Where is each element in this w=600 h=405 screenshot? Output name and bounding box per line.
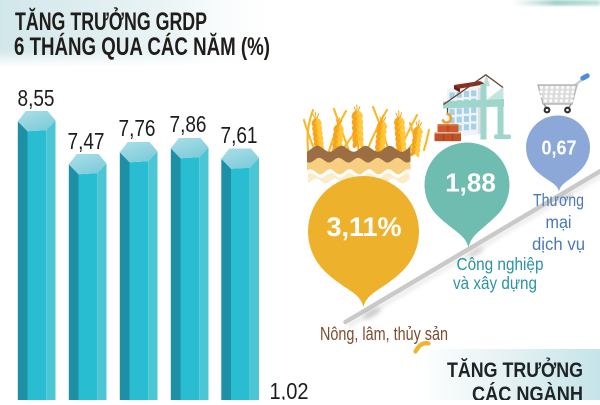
svg-text:1,88: 1,88: [445, 168, 496, 198]
svg-text:dịch vụ: dịch vụ: [532, 234, 585, 254]
svg-text:7,47: 7,47: [68, 128, 105, 154]
svg-text:TĂNG TRƯỞNG: TĂNG TRƯỞNG: [447, 358, 583, 382]
svg-text:Nông, lâm, thủy sản: Nông, lâm, thủy sản: [320, 324, 448, 344]
svg-text:Thương: Thương: [533, 190, 584, 210]
svg-text:Công nghiệp: Công nghiệp: [457, 254, 544, 274]
svg-text:7,86: 7,86: [170, 111, 207, 137]
svg-text:3,11%: 3,11%: [326, 212, 401, 242]
svg-text:8,55: 8,55: [18, 85, 55, 111]
svg-text:CÁC NGÀNH: CÁC NGÀNH: [472, 383, 583, 400]
svg-text:1,02: 1,02: [270, 378, 309, 400]
svg-text:7,76: 7,76: [119, 115, 156, 141]
svg-text:mại: mại: [546, 212, 572, 232]
svg-text:6 THÁNG QUA CÁC NĂM (%): 6 THÁNG QUA CÁC NĂM (%): [14, 32, 270, 61]
svg-text:7,61: 7,61: [221, 122, 258, 148]
svg-text:và xây dựng: và xây dựng: [453, 273, 537, 293]
svg-text:0,67: 0,67: [542, 137, 577, 160]
svg-text:TĂNG TRƯỞNG GRDP: TĂNG TRƯỞNG GRDP: [15, 6, 207, 36]
